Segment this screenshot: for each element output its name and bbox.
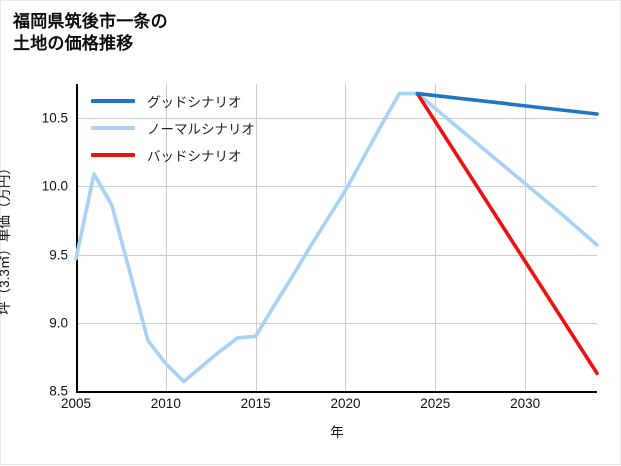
- y-tick-label: 10.0: [41, 178, 68, 194]
- y-axis-title: 坪（3.3㎡）単価（万円）: [0, 161, 12, 315]
- legend-item[interactable]: バッドシナリオ: [91, 148, 255, 164]
- x-tick-label: 2005: [60, 396, 92, 411]
- y-tick-label: 10.5: [41, 110, 68, 126]
- legend-color-swatch: [91, 99, 135, 103]
- legend-color-swatch: [91, 153, 135, 157]
- x-tick-label: 2030: [510, 396, 541, 411]
- legend-item[interactable]: ノーマルシナリオ: [91, 121, 255, 137]
- x-tick-label: 2020: [330, 396, 361, 411]
- page-title: 福岡県筑後市一条の 土地の価格推移: [13, 12, 168, 54]
- y-tick-label: 9.0: [49, 315, 68, 331]
- y-tick-labels: 8.5 9.0 9.5 10.0 10.5: [1, 1, 76, 466]
- x-tick-label: 2015: [240, 396, 271, 411]
- legend-item-label: ノーマルシナリオ: [147, 122, 255, 137]
- chart-legend: グッドシナリオ ノーマルシナリオ バッドシナリオ: [91, 94, 255, 164]
- y-tick-label: 8.5: [49, 383, 68, 399]
- x-axis-title: 年: [330, 425, 344, 440]
- legend-item-label: グッドシナリオ: [147, 95, 242, 110]
- x-tick-label: 2010: [150, 396, 181, 411]
- legend-item[interactable]: グッドシナリオ: [91, 94, 255, 110]
- x-tick-label: 2025: [420, 396, 451, 411]
- y-tick-label: 9.5: [49, 247, 68, 263]
- legend-item-label: バッドシナリオ: [147, 149, 242, 164]
- x-axis-line: [76, 391, 597, 393]
- legend-color-swatch: [91, 126, 135, 130]
